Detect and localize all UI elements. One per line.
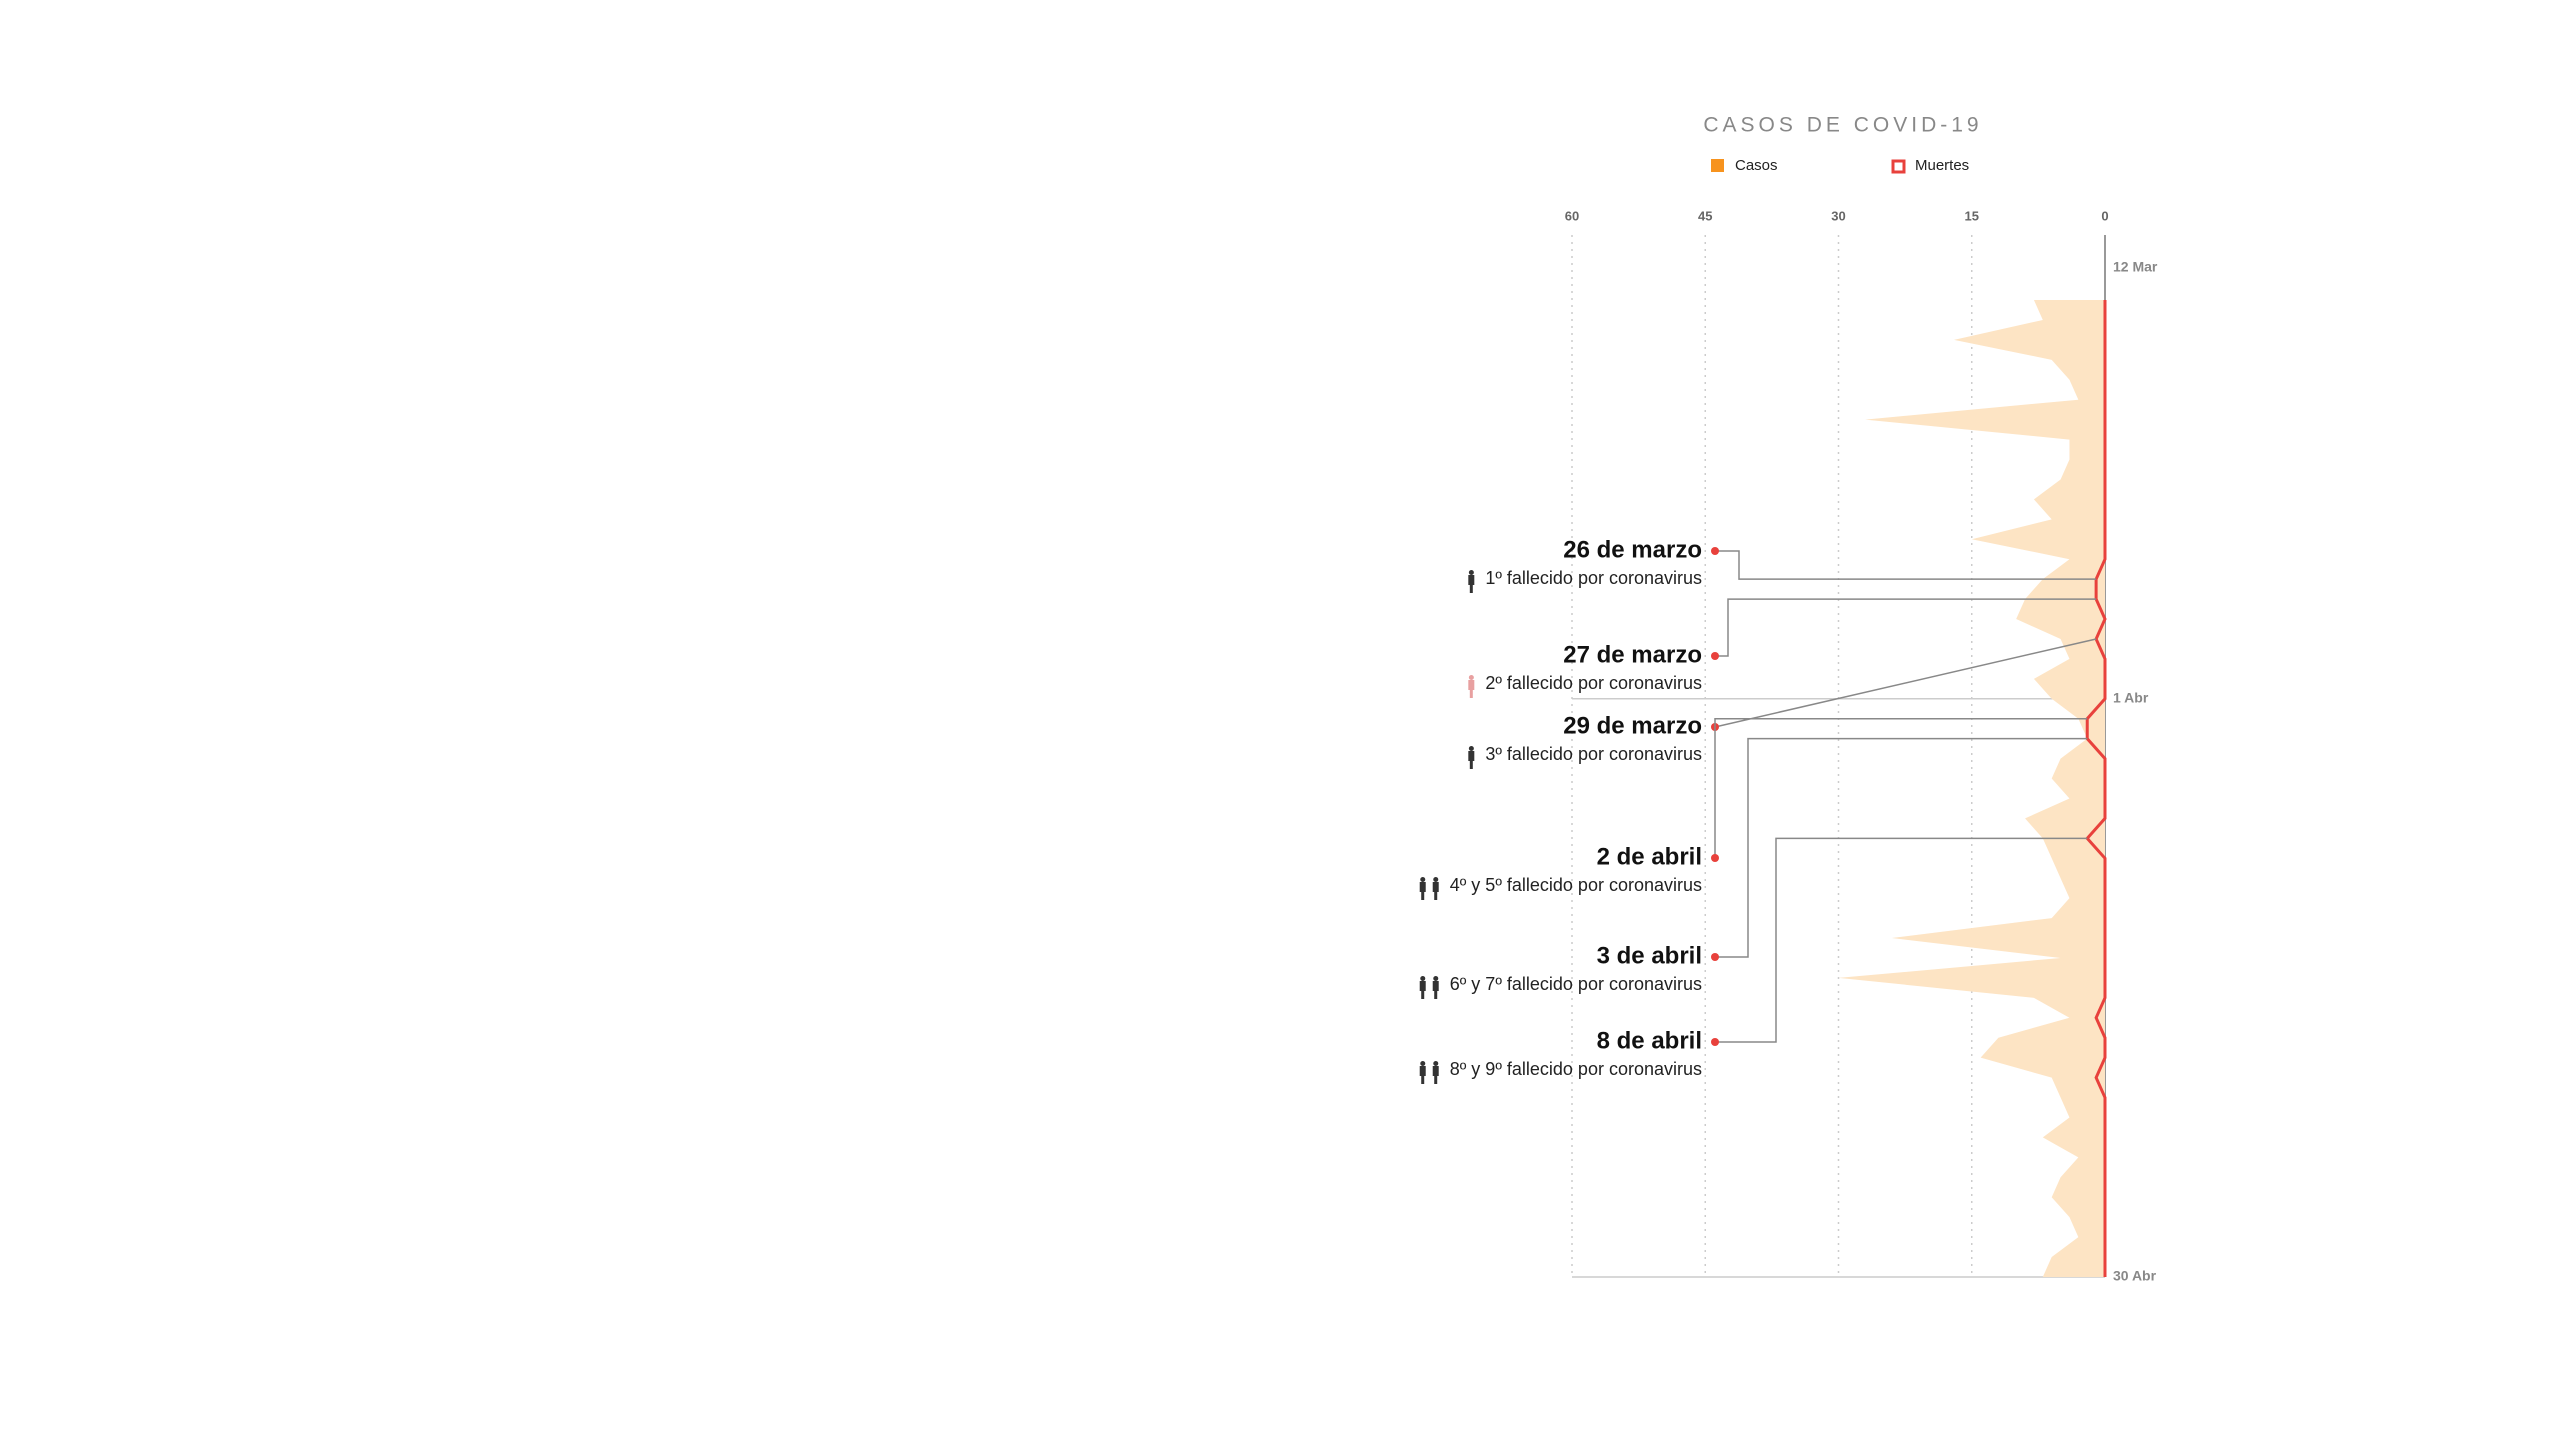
annotation-text: 8º y 9º fallecido por coronavirus [1450, 1059, 1702, 1079]
line [2085, 300, 2107, 1277]
x-tick-label: 0 [2101, 208, 2108, 223]
legend-label: Muertes [1915, 157, 1969, 174]
annotation-date: 2 de abril [1597, 843, 1702, 870]
annotation-date: 27 de marzo [1563, 641, 1702, 668]
annotation-date: 26 de marzo [1563, 536, 1702, 563]
connector [1715, 837, 2088, 1043]
connector [1715, 598, 2097, 657]
connector [1714, 717, 2088, 858]
person-icon [1468, 675, 1475, 698]
annotation-dot [1711, 652, 1719, 660]
person-icon [1432, 1061, 1439, 1084]
annotation-text: 1º fallecido por coronavirus [1485, 568, 1702, 588]
person-icon [1468, 746, 1475, 769]
chart-title: CASOS DE COVID-19 [1703, 114, 1982, 137]
connector [1714, 638, 2097, 728]
legend-swatch [1711, 159, 1724, 172]
person-icon [1419, 877, 1426, 900]
connector [1715, 737, 2088, 958]
x-tick-label: 45 [1698, 208, 1712, 223]
annotation-date: 3 de abril [1597, 942, 1702, 969]
connector [1715, 550, 2097, 580]
y-tick-label: 1 Abr [2113, 689, 2149, 705]
person-icon [1432, 976, 1439, 999]
person-icon [1468, 570, 1475, 593]
person-icon [1419, 1061, 1426, 1084]
annotation-text: 6º y 7º fallecido por coronavirus [1450, 974, 1702, 994]
annotation-date: 8 de abril [1597, 1027, 1702, 1054]
legend-label: Casos [1735, 157, 1778, 174]
y-tick-label: 30 Abr [2113, 1268, 2157, 1284]
y-tick-label: 12 Mar [2113, 259, 2158, 275]
annotation-text: 2º fallecido por coronavirus [1485, 673, 1702, 693]
annotation-text: 3º fallecido por coronavirus [1485, 744, 1702, 764]
person-icon [1419, 976, 1426, 999]
x-tick-label: 60 [1565, 208, 1579, 223]
legend-swatch [1891, 159, 1906, 174]
annotation-dot [1711, 1038, 1719, 1046]
annotation-text: 4º y 5º fallecido por coronavirus [1450, 875, 1702, 895]
x-tick-label: 15 [1965, 208, 1979, 223]
annotation-dot [1711, 854, 1719, 862]
x-tick-label: 30 [1831, 208, 1845, 223]
annotation-dot [1711, 953, 1719, 961]
annotation-date: 29 de marzo [1563, 712, 1702, 739]
area [1838, 300, 2105, 1277]
person-icon [1432, 877, 1439, 900]
annotation-dot [1711, 547, 1719, 555]
